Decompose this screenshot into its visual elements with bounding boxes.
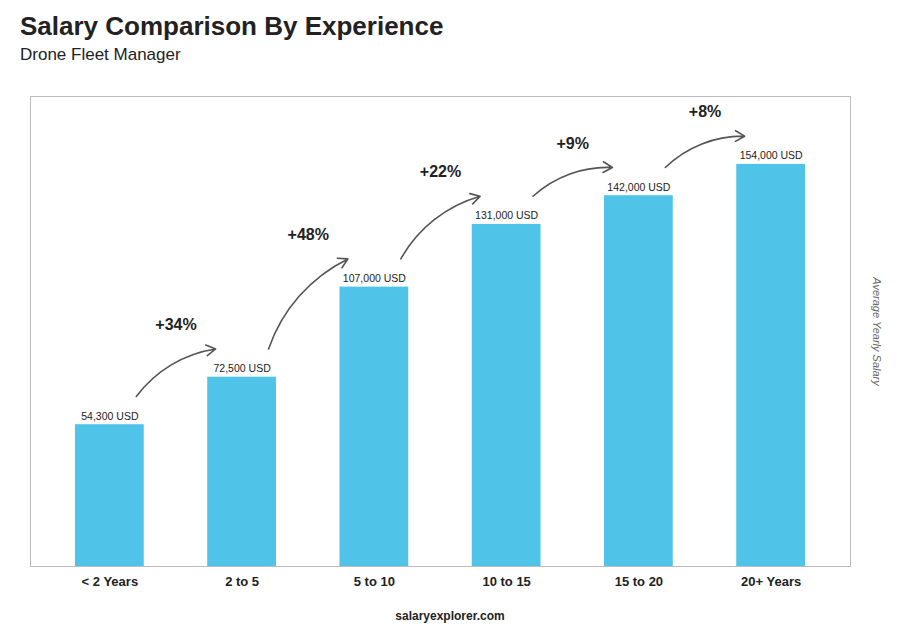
svg-text:Average Yearly Salary: Average Yearly Salary bbox=[871, 276, 883, 387]
svg-text:72,500 USD: 72,500 USD bbox=[214, 362, 272, 374]
svg-text:+22%: +22% bbox=[420, 163, 461, 180]
svg-text:142,000 USD: 142,000 USD bbox=[607, 181, 670, 193]
svg-text:+34%: +34% bbox=[155, 316, 196, 333]
svg-text:107,000 USD: 107,000 USD bbox=[343, 272, 406, 284]
svg-text:15 to 20: 15 to 20 bbox=[615, 574, 663, 589]
svg-text:54,300 USD: 54,300 USD bbox=[81, 410, 139, 422]
svg-text:< 2 Years: < 2 Years bbox=[82, 574, 139, 589]
svg-text:154,000 USD: 154,000 USD bbox=[740, 149, 803, 161]
svg-text:+8%: +8% bbox=[689, 103, 721, 120]
html-text:Drone Fleet Manager: Drone Fleet Manager bbox=[20, 45, 181, 64]
html-text:salary explorer.com: salary explorer.com bbox=[395, 609, 505, 623]
svg-text:20+ Years: 20+ Years bbox=[741, 574, 801, 589]
html-text:Salary Comparison By Experienc: Salary Comparison By Experience bbox=[20, 11, 444, 41]
svg-text:2 to 5: 2 to 5 bbox=[225, 574, 259, 589]
svg-text:10 to 15: 10 to 15 bbox=[482, 574, 530, 589]
svg-text:131,000 USD: 131,000 USD bbox=[475, 209, 538, 221]
svg-text:+9%: +9% bbox=[557, 135, 589, 152]
svg-text:+48%: +48% bbox=[288, 226, 329, 243]
svg-text:5 to 10: 5 to 10 bbox=[354, 574, 395, 589]
